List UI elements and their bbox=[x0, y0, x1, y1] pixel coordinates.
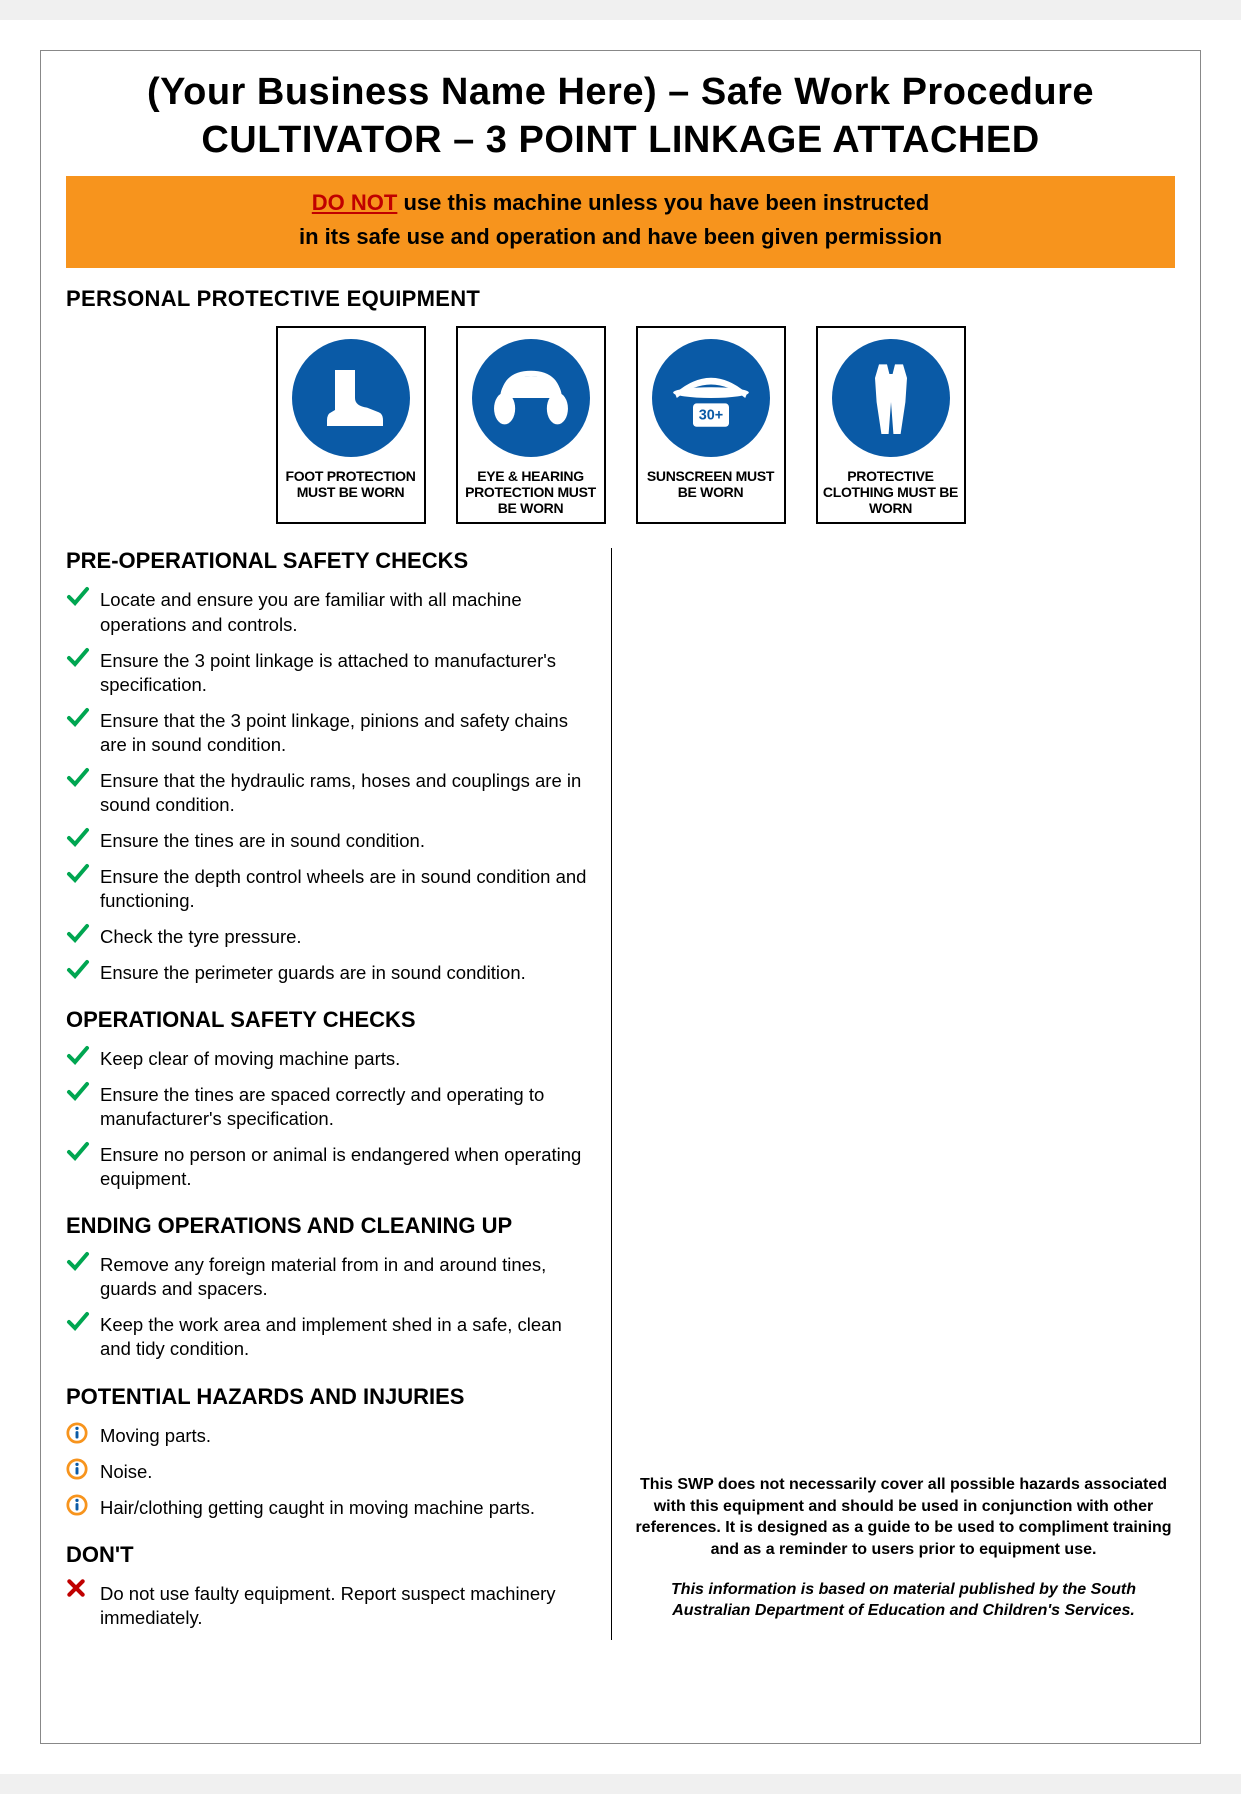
preop-heading: PRE-OPERATIONAL SAFETY CHECKS bbox=[66, 548, 591, 574]
item-text: Keep clear of moving machine parts. bbox=[100, 1045, 400, 1071]
check-item: Ensure the depth control wheels are in s… bbox=[66, 863, 591, 913]
check-item: Ensure the tines are spaced correctly an… bbox=[66, 1081, 591, 1131]
svg-text:30+: 30+ bbox=[698, 408, 722, 424]
disclaimer-p2: This information is based on material pu… bbox=[632, 1579, 1175, 1622]
ppe-heading: PERSONAL PROTECTIVE EQUIPMENT bbox=[66, 286, 1175, 312]
item-text: Ensure that the hydraulic rams, hoses an… bbox=[100, 767, 591, 817]
preop-list: Locate and ensure you are familiar with … bbox=[66, 586, 591, 985]
op-list: Keep clear of moving machine parts. Ensu… bbox=[66, 1045, 591, 1191]
check-item: Ensure that the hydraulic rams, hoses an… bbox=[66, 767, 591, 817]
check-icon bbox=[66, 765, 88, 787]
ppe-card-clothing: PROTECTIVE CLOTHING MUST BE WORN bbox=[816, 326, 966, 524]
info-item: Hair/clothing getting caught in moving m… bbox=[66, 1494, 591, 1520]
warning-line-1: DO NOT use this machine unless you have … bbox=[86, 186, 1155, 220]
check-icon bbox=[66, 921, 88, 943]
check-item: Ensure the 3 point linkage is attached t… bbox=[66, 647, 591, 697]
content-columns: PRE-OPERATIONAL SAFETY CHECKS Locate and… bbox=[66, 548, 1175, 1639]
check-icon bbox=[66, 645, 88, 667]
overalls-icon bbox=[832, 339, 950, 457]
x-item: Do not use faulty equipment. Report susp… bbox=[66, 1580, 591, 1630]
page: (Your Business Name Here) – Safe Work Pr… bbox=[0, 20, 1241, 1774]
info-icon bbox=[66, 1458, 88, 1480]
left-column: PRE-OPERATIONAL SAFETY CHECKS Locate and… bbox=[66, 548, 611, 1639]
check-icon bbox=[66, 1249, 88, 1271]
info-item: Moving parts. bbox=[66, 1422, 591, 1448]
check-item: Ensure that the 3 point linkage, pinions… bbox=[66, 707, 591, 757]
item-text: Keep the work area and implement shed in… bbox=[100, 1311, 591, 1361]
ppe-card-eye-hearing: EYE & HEARING PROTECTION MUST BE WORN bbox=[456, 326, 606, 524]
ppe-label: EYE & HEARING PROTECTION MUST BE WORN bbox=[458, 468, 604, 522]
dont-heading: DON'T bbox=[66, 1542, 591, 1568]
item-text: Ensure no person or animal is endangered… bbox=[100, 1141, 591, 1191]
sunscreen-icon: 30+ bbox=[652, 339, 770, 457]
warning-line-2: in its safe use and operation and have b… bbox=[86, 220, 1155, 254]
ppe-row: FOOT PROTECTION MUST BE WORN bbox=[66, 326, 1175, 524]
check-icon bbox=[66, 1139, 88, 1161]
item-text: Remove any foreign material from in and … bbox=[100, 1251, 591, 1301]
item-text: Do not use faulty equipment. Report susp… bbox=[100, 1580, 591, 1630]
check-item: Remove any foreign material from in and … bbox=[66, 1251, 591, 1301]
do-not-text: DO NOT bbox=[312, 190, 398, 215]
item-text: Ensure the tines are in sound condition. bbox=[100, 827, 425, 853]
disclaimer-p1: This SWP does not necessarily cover all … bbox=[632, 1474, 1175, 1560]
document-title: (Your Business Name Here) – Safe Work Pr… bbox=[66, 69, 1175, 164]
dont-list: Do not use faulty equipment. Report susp… bbox=[66, 1580, 591, 1630]
check-item: Ensure no person or animal is endangered… bbox=[66, 1141, 591, 1191]
item-text: Ensure that the 3 point linkage, pinions… bbox=[100, 707, 591, 757]
check-item: Keep clear of moving machine parts. bbox=[66, 1045, 591, 1071]
check-icon bbox=[66, 584, 88, 606]
check-icon bbox=[66, 861, 88, 883]
right-column: This SWP does not necessarily cover all … bbox=[611, 548, 1175, 1639]
check-item: Ensure the perimeter guards are in sound… bbox=[66, 959, 591, 985]
check-icon bbox=[66, 1309, 88, 1331]
check-icon bbox=[66, 957, 88, 979]
op-heading: OPERATIONAL SAFETY CHECKS bbox=[66, 1007, 591, 1033]
check-item: Keep the work area and implement shed in… bbox=[66, 1311, 591, 1361]
item-text: Noise. bbox=[100, 1458, 152, 1484]
info-icon bbox=[66, 1422, 88, 1444]
hazards-list: Moving parts. Noise. Hair/clothing getti… bbox=[66, 1422, 591, 1520]
item-text: Moving parts. bbox=[100, 1422, 211, 1448]
check-icon bbox=[66, 825, 88, 847]
check-item: Ensure the tines are in sound condition. bbox=[66, 827, 591, 853]
info-icon bbox=[66, 1494, 88, 1516]
disclaimer: This SWP does not necessarily cover all … bbox=[632, 1474, 1175, 1640]
info-item: Noise. bbox=[66, 1458, 591, 1484]
check-item: Check the tyre pressure. bbox=[66, 923, 591, 949]
check-icon bbox=[66, 1043, 88, 1065]
hazards-heading: POTENTIAL HAZARDS AND INJURIES bbox=[66, 1384, 591, 1410]
item-text: Ensure the 3 point linkage is attached t… bbox=[100, 647, 591, 697]
earmuff-glasses-icon bbox=[472, 339, 590, 457]
warning-banner: DO NOT use this machine unless you have … bbox=[66, 176, 1175, 268]
item-text: Hair/clothing getting caught in moving m… bbox=[100, 1494, 535, 1520]
item-text: Ensure the tines are spaced correctly an… bbox=[100, 1081, 591, 1131]
ppe-label: FOOT PROTECTION MUST BE WORN bbox=[278, 468, 424, 506]
x-icon bbox=[66, 1578, 88, 1600]
warning-line-1-rest: use this machine unless you have been in… bbox=[397, 190, 929, 215]
item-text: Ensure the perimeter guards are in sound… bbox=[100, 959, 526, 985]
check-icon bbox=[66, 705, 88, 727]
item-text: Ensure the depth control wheels are in s… bbox=[100, 863, 591, 913]
check-item: Locate and ensure you are familiar with … bbox=[66, 586, 591, 636]
ppe-label: SUNSCREEN MUST BE WORN bbox=[638, 468, 784, 506]
ppe-card-sunscreen: 30+ SUNSCREEN MUST BE WORN bbox=[636, 326, 786, 524]
ppe-card-foot: FOOT PROTECTION MUST BE WORN bbox=[276, 326, 426, 524]
item-text: Check the tyre pressure. bbox=[100, 923, 302, 949]
item-text: Locate and ensure you are familiar with … bbox=[100, 586, 591, 636]
frame: (Your Business Name Here) – Safe Work Pr… bbox=[40, 50, 1201, 1744]
check-icon bbox=[66, 1079, 88, 1101]
ending-list: Remove any foreign material from in and … bbox=[66, 1251, 591, 1361]
ppe-label: PROTECTIVE CLOTHING MUST BE WORN bbox=[818, 468, 964, 522]
title-line-1: (Your Business Name Here) – Safe Work Pr… bbox=[66, 69, 1175, 117]
boot-icon bbox=[292, 339, 410, 457]
title-line-2: CULTIVATOR – 3 POINT LINKAGE ATTACHED bbox=[66, 117, 1175, 165]
ending-heading: ENDING OPERATIONS AND CLEANING UP bbox=[66, 1213, 591, 1239]
